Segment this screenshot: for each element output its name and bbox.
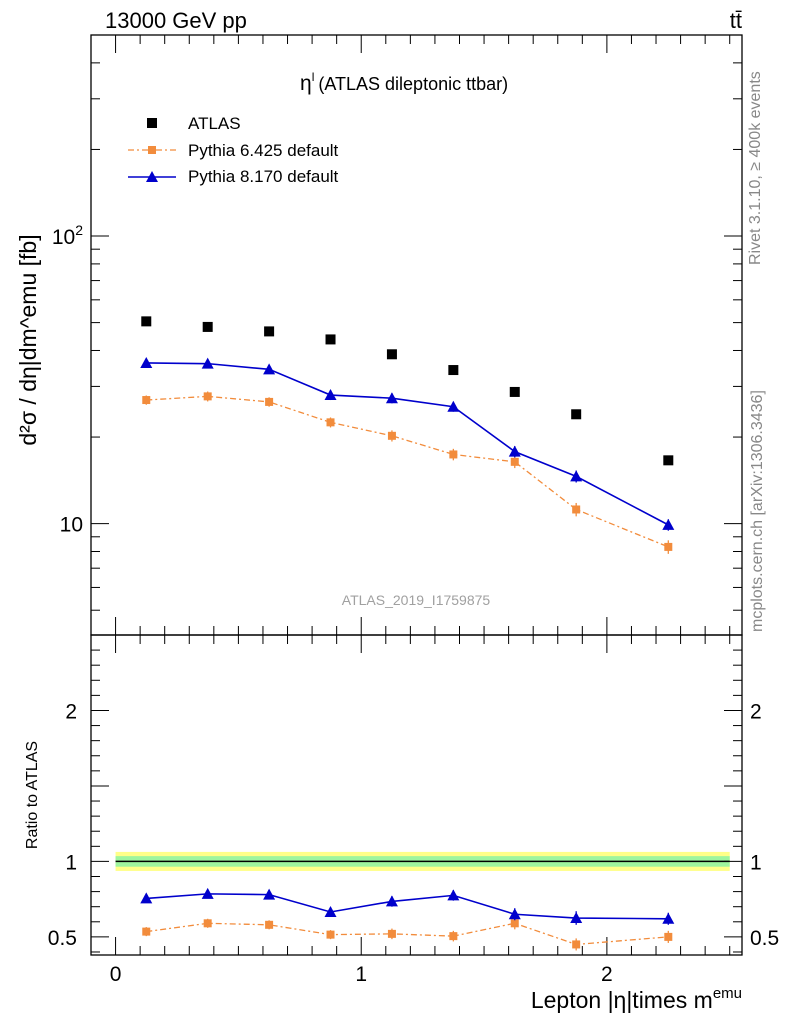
y-tick-label: 10 [60,514,83,537]
ratio-reference-band [115,851,730,871]
legend-marker-atlas [147,118,157,128]
data-point-pythia6 [572,505,581,514]
ratio-y-tick-label-right: 2 [750,700,762,723]
data-point-atlas [141,316,152,327]
legend-marker-pythia6 [148,146,156,154]
data-point-atlas [325,334,336,345]
plot-title-rest: (ATLAS dileptonic ttbar) [318,74,508,94]
data-point-pythia8 [140,892,153,904]
ratio-x-ticks: 0 1 2 [110,635,731,986]
x-axis-title-main: Lepton |η|times m [531,987,713,1013]
ratio-y-tick-label-left: 0.5 [48,927,77,950]
data-point-pythia8 [324,389,337,401]
main-y-ticks: 10 102 [52,34,742,611]
data-point-pythia8 [447,400,460,412]
data-point-pythia6 [326,930,335,939]
series-pythia6 [142,917,673,951]
data-point-atlas [386,349,397,360]
data-point-pythia8 [570,470,583,482]
ratio-plot-frame [90,634,743,956]
x-axis-title: Lepton |η|times memu [531,985,742,1013]
watermark: ATLAS_2019_I1759875 [342,592,491,608]
data-point-pythia8 [201,887,214,899]
data-point-pythia8 [324,905,337,917]
plot-title-sup: l [312,70,315,84]
data-point-pythia6 [265,397,274,406]
data-point-pythia8 [447,889,460,901]
legend-label-pythia8: Pythia 8.170 default [188,167,339,186]
data-point-pythia8 [508,908,521,920]
data-point-pythia6 [572,940,581,949]
data-point-atlas [571,409,582,420]
data-point-pythia6 [203,919,212,928]
data-point-pythia6 [510,919,519,928]
ratio-marks [140,887,675,951]
data-point-pythia8 [263,363,276,375]
legend-marker-pythia8 [146,171,158,182]
x-tick-label: 2 [601,963,613,986]
ratio-y-axis-title: Ratio to ATLAS [24,741,41,849]
main-marks [140,316,675,554]
ratio-panel: 0.5 0.5 1 1 2 2 0 1 2 Ratio to ATLAS Lepton |η|… [24,634,779,1013]
data-point-pythia8 [662,912,675,924]
data-point-atlas [448,365,459,376]
side-note-top: Rivet 3.1.10, ≥ 400k events [747,71,764,265]
x-tick-label: 0 [110,963,122,986]
legend-label-atlas: ATLAS [188,114,241,133]
data-point-pythia6 [387,929,396,938]
data-point-atlas [663,455,674,466]
main-x-ticks [115,35,731,635]
y-tick-label: 102 [52,222,83,249]
series-atlas [141,316,674,466]
data-point-pythia6 [203,392,212,401]
main-y-axis-title-text: d²σ / dη|dm^emu [fb] [15,234,41,445]
data-point-pythia8 [385,392,398,404]
x-axis-title-sup: emu [713,985,742,1002]
data-point-pythia6 [142,927,151,936]
plot-title-symbol: η [300,72,312,95]
series-line-pythia6 [146,922,669,946]
side-note-bottom: mcplots.cern.ch [arXiv:1306.3436] [749,390,766,632]
data-point-atlas [264,326,275,337]
series-pythia6 [142,391,673,554]
main-y-axis-title: d²σ / dη|dm^emu [fb] [15,234,41,445]
data-point-pythia8 [263,888,276,900]
data-point-pythia6 [387,431,396,440]
data-point-pythia6 [664,542,673,551]
ratio-y-tick-label-right: 1 [750,851,762,874]
data-point-pythia6 [142,396,151,405]
data-point-pythia8 [508,445,521,457]
data-point-pythia8 [570,912,583,924]
x-tick-label: 1 [355,963,367,986]
series-line-pythia8 [146,362,669,526]
data-point-pythia8 [140,356,153,368]
ratio-y-tick-label-left: 1 [65,851,77,874]
main-panel: 10 102 d²σ / dη|dm^emu [fb] ηl (ATLAS dile… [15,34,743,636]
legend-label-pythia6: Pythia 6.425 default [188,141,339,160]
ratio-y-tick-label-left: 2 [65,700,77,723]
data-point-atlas [509,386,520,397]
data-point-atlas [202,321,213,332]
header-left: 13000 GeV pp [105,8,247,33]
data-point-pythia6 [326,418,335,427]
data-point-pythia6 [449,932,458,941]
data-point-pythia8 [385,895,398,907]
series-line-pythia6 [146,395,669,548]
ratio-y-ticks: 0.5 0.5 1 1 2 2 [48,649,779,953]
data-point-pythia6 [265,920,274,929]
plot-title: ηl (ATLAS dileptonic ttbar) [300,70,508,95]
legend: ATLAS Pythia 6.425 default Pythia 8.170 … [128,114,339,186]
header-right: tt̄ [730,8,742,33]
data-point-pythia8 [662,518,675,530]
data-point-pythia6 [449,450,458,459]
series-pythia8 [140,887,675,925]
series-line-pythia8 [146,893,669,920]
data-point-pythia8 [201,357,214,369]
data-point-pythia6 [664,932,673,941]
ratio-y-tick-label-right: 0.5 [750,927,779,950]
series-pythia8 [140,356,675,531]
data-point-pythia6 [510,457,519,466]
